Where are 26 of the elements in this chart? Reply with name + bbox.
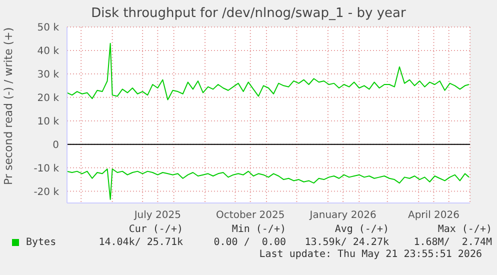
x-tick-label: October 2025 (216, 210, 285, 222)
text: 1.68M/ 2.74M (412, 237, 492, 248)
y-tick-label: 10 k (37, 116, 60, 128)
text: Min (-/+) (230, 224, 286, 235)
y-tick-label: -20 k (34, 186, 60, 198)
line-series (67, 42, 470, 100)
legend-label: Bytes (26, 237, 56, 248)
y-tick-label: -10 k (34, 163, 60, 174)
y-tick-label: 50 k (37, 22, 60, 34)
x-tick-label: January 2026 (308, 210, 376, 222)
text: Cur (-/+) (128, 224, 183, 235)
text: Avg (-/+) (334, 224, 389, 235)
line-series (67, 168, 470, 200)
chart-title: Disk throughput for /dev/nlnog/swap_1 - by year (90, 6, 407, 21)
x-tick-label: April 2026 (408, 210, 460, 222)
text: 0.00 / 0.00 (212, 237, 286, 248)
y-tick-label: 20 k (37, 92, 60, 104)
y-tick-label: 30 k (37, 69, 60, 80)
x-tick-label: July 2025 (133, 210, 181, 222)
y-tick-label: 40 k (37, 46, 60, 58)
text: 13.59k/ 24.27k (304, 237, 389, 248)
y-tick-label: 0 (52, 140, 59, 151)
text: Last update: Thu May 21 23:55:51 2026 (258, 249, 483, 260)
text: Max (-/+) (436, 224, 492, 235)
text: 14.04k/ 25.71k (98, 237, 183, 248)
y-axis-title: Pr second read (-) / write (+) (2, 27, 15, 185)
